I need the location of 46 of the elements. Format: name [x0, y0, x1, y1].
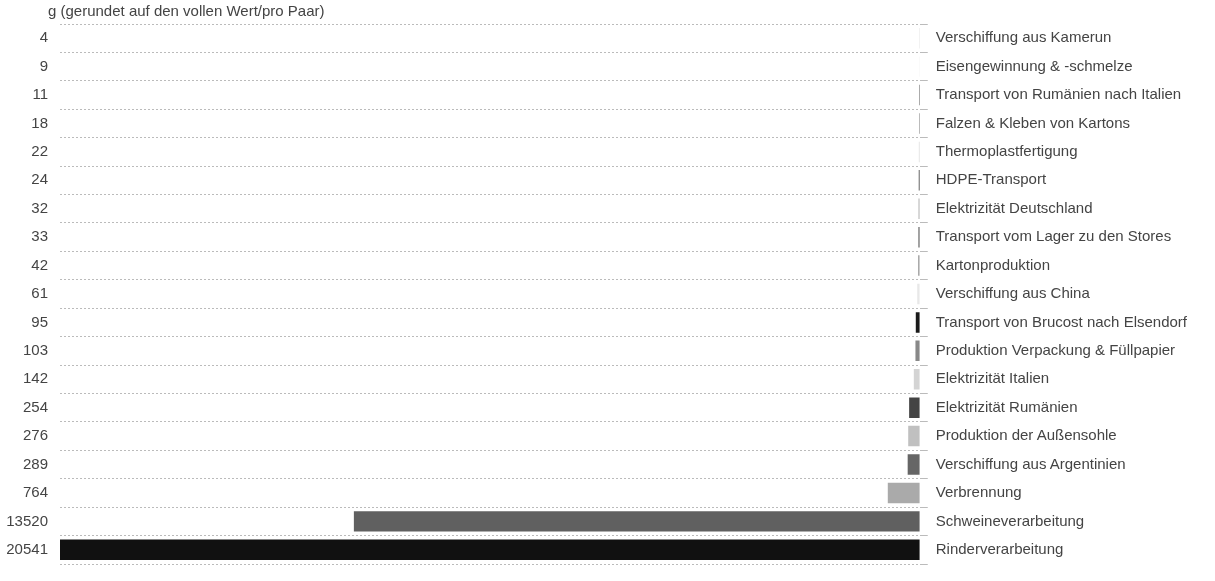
data-label: 4 — [39, 28, 48, 46]
data-label: 33 — [31, 227, 48, 245]
data-label: 95 — [31, 312, 48, 330]
y-tick-label: Transport vom Lager zu den Stores — [935, 227, 1172, 245]
y-tick-label: Thermoplastfertigung — [935, 142, 1078, 160]
y-tick-label: Verbrennung — [935, 483, 1022, 501]
data-label: 11 — [32, 85, 48, 103]
y-tick-label: Kartonproduktion — [935, 255, 1051, 273]
data-label: 61 — [31, 284, 48, 302]
y-tick-label: Elektrizität Rumänien — [935, 397, 1078, 415]
y-tick-label: Schweineverarbeitung — [935, 511, 1085, 529]
y-tick-label: Produktion Verpackung & Füllpapier — [935, 340, 1176, 358]
data-label: 142 — [22, 369, 48, 387]
y-tick-label: Elektrizität Italien — [935, 369, 1050, 387]
bar — [907, 454, 920, 475]
data-label: 18 — [31, 113, 48, 131]
data-label: 13520 — [6, 511, 48, 529]
y-tick-label: Verschiffung aus China — [935, 284, 1091, 302]
y-tick-label: Transport von Rumänien nach Italien — [935, 85, 1182, 103]
data-label: 22 — [31, 142, 48, 160]
data-label: 289 — [22, 454, 48, 472]
data-label: 254 — [22, 397, 48, 415]
bar — [908, 425, 920, 447]
y-tick-label: Eisengewinnung & -schmelze — [935, 56, 1133, 74]
data-label: 764 — [22, 483, 48, 501]
bar — [915, 340, 920, 362]
data-label: 9 — [39, 56, 48, 74]
y-tick-label: Transport von Brucost nach Elsendorf — [935, 312, 1188, 330]
bar — [353, 511, 920, 532]
y-tick-label: Verschiffung aus Kamerun — [935, 28, 1112, 46]
data-label: 32 — [31, 198, 48, 216]
y-tick-label: Falzen & Kleben von Kartons — [935, 113, 1131, 131]
y-tick-label: Rinderverarbeitung — [935, 539, 1064, 557]
y-tick-label: Elektrizität Deutschland — [935, 198, 1093, 216]
bar — [887, 482, 920, 504]
data-label: 20541 — [6, 539, 48, 557]
y-tick-label: Verschiffung aus Argentinien — [935, 454, 1126, 472]
bar — [909, 397, 920, 418]
data-label: 24 — [31, 170, 48, 188]
data-label: 276 — [22, 426, 48, 444]
y-tick-label: Produktion der Außensohle — [935, 426, 1117, 444]
x-axis-title: g (gerundet auf den vollen Wert/pro Paar) — [48, 1, 325, 19]
bar — [60, 539, 920, 561]
data-label: 103 — [22, 340, 48, 358]
y-tick-label: HDPE-Transport — [935, 170, 1047, 188]
data-label: 42 — [31, 255, 48, 273]
